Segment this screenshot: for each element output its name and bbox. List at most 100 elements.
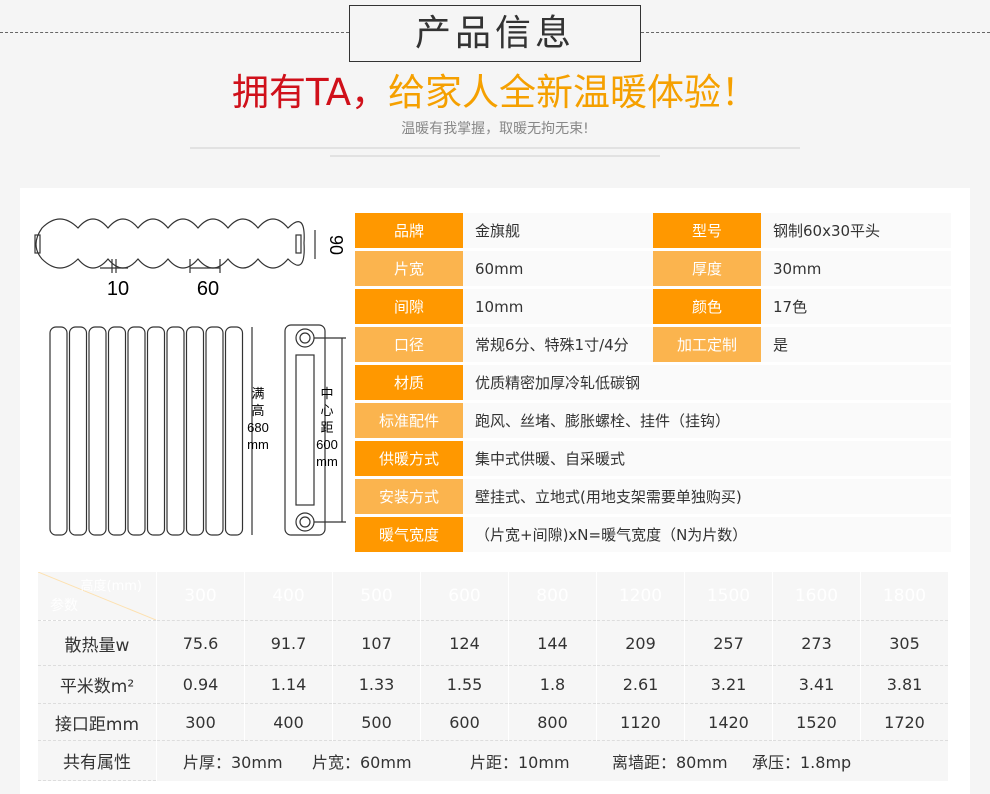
param-row: 接口距mm 300 400 500 600 800 1120 1420 1520 1720 bbox=[38, 703, 949, 741]
param-value: 1120 bbox=[596, 703, 685, 741]
spec-label: 材质 bbox=[355, 365, 463, 400]
common-label: 共有属性 bbox=[38, 740, 157, 781]
spec-label: 型号 bbox=[653, 213, 761, 248]
spec-label: 供暖方式 bbox=[355, 441, 463, 476]
common-attribute: 片宽：60mm bbox=[312, 752, 412, 772]
param-label: 平米数m² bbox=[38, 665, 157, 704]
param-value: 1520 bbox=[772, 703, 861, 741]
param-value: 3.81 bbox=[860, 665, 949, 704]
param-value: 273 bbox=[772, 620, 861, 666]
spec-value: （片宽+间隙)xN=暖气宽度（N为片数） bbox=[463, 517, 951, 552]
spec-label: 片宽 bbox=[355, 251, 463, 286]
depth-dimension: 90 bbox=[326, 235, 346, 255]
height-header: 600 bbox=[420, 572, 509, 621]
param-value: 1.33 bbox=[332, 665, 421, 704]
slogan-orange: 给家人全新温暖体验！ bbox=[388, 71, 759, 114]
param-value: 1720 bbox=[860, 703, 949, 741]
height-header: 1200 bbox=[596, 572, 685, 621]
radiator-column bbox=[185, 326, 205, 536]
height-header: 800 bbox=[508, 572, 597, 621]
param-value: 2.61 bbox=[596, 665, 685, 704]
dimension-label: 心 bbox=[320, 403, 333, 418]
spec-label: 口径 bbox=[355, 327, 463, 362]
dimension-label: 高 bbox=[251, 403, 264, 418]
common-attribute: 承压：1.8mp bbox=[752, 752, 852, 772]
param-value: 800 bbox=[508, 703, 597, 741]
dimension-label: 距 bbox=[320, 420, 333, 435]
spec-label: 暖气宽度 bbox=[355, 517, 463, 552]
spec-row: 间隙 10mm 颜色 17色 bbox=[355, 289, 951, 324]
param-row: 平米数m² 0.94 1.14 1.33 1.55 1.8 2.61 3.21 3.41 3.81 bbox=[38, 665, 949, 704]
spec-value: 钢制60x30平头 bbox=[761, 213, 951, 248]
radiator-column bbox=[127, 326, 146, 536]
spec-row: 暖气宽度 （片宽+间隙)xN=暖气宽度（N为片数） bbox=[355, 517, 951, 552]
dimension-label: mm bbox=[316, 454, 338, 469]
height-header: 400 bbox=[244, 572, 333, 621]
dimension-label: 600 bbox=[316, 437, 338, 452]
radiator-column bbox=[49, 326, 68, 536]
param-value: 1420 bbox=[684, 703, 773, 741]
spec-row: 供暖方式 集中式供暖、自采暖式 bbox=[355, 441, 951, 476]
param-label: 接口距mm bbox=[38, 703, 157, 741]
spec-value: 优质精密加厚冷轧低碳钢 bbox=[463, 365, 951, 400]
radiator-column bbox=[88, 326, 107, 536]
radiator-diagram: 10 60 90 满高 680 mm 中心距 600 mm bbox=[34, 218, 346, 536]
param-value: 1.14 bbox=[244, 665, 333, 704]
param-value: 0.94 bbox=[156, 665, 245, 704]
param-value: 107 bbox=[332, 620, 421, 666]
common-row: 共有属性 片厚：30mm 片宽：60mm 片距：10mm 离墙距：80mm 承压：1.8m… bbox=[38, 740, 949, 781]
height-header: 1500 bbox=[684, 572, 773, 621]
spec-value: 常规6分、特殊1寸/4分 bbox=[463, 327, 653, 362]
spec-value: 60mm bbox=[463, 251, 653, 286]
spec-value: 金旗舰 bbox=[463, 213, 653, 248]
param-value: 1.55 bbox=[420, 665, 509, 704]
spec-row: 标准配件 跑风、丝堵、膨胀螺栓、挂件（挂钩） bbox=[355, 403, 951, 438]
param-row: 散热量w 75.6 91.7 107 124 144 209 257 273 305 bbox=[38, 620, 949, 666]
param-value: 75.6 bbox=[156, 620, 245, 666]
common-attribute: 片厚：30mm bbox=[183, 752, 283, 772]
spec-label: 标准配件 bbox=[355, 403, 463, 438]
param-value: 257 bbox=[684, 620, 773, 666]
divider bbox=[641, 32, 990, 33]
param-value: 3.21 bbox=[684, 665, 773, 704]
param-value: 300 bbox=[156, 703, 245, 741]
spec-label: 品牌 bbox=[355, 213, 463, 248]
common-attribute: 片距：10mm bbox=[470, 752, 570, 772]
spec-label: 安装方式 bbox=[355, 479, 463, 514]
spec-value: 壁挂式、立地式(用地支架需要单独购买) bbox=[463, 479, 951, 514]
param-value: 600 bbox=[420, 703, 509, 741]
radiator-column bbox=[107, 326, 127, 536]
gap-dimension: 10 bbox=[107, 278, 129, 300]
param-value: 144 bbox=[508, 620, 597, 666]
radiator-column bbox=[224, 326, 244, 536]
param-value: 500 bbox=[332, 703, 421, 741]
param-value: 305 bbox=[860, 620, 949, 666]
spec-value: 10mm bbox=[463, 289, 653, 324]
section-title: 产品信息 bbox=[349, 5, 641, 62]
param-value: 1.8 bbox=[508, 665, 597, 704]
spec-row: 安装方式 壁挂式、立地式(用地支架需要单独购买) bbox=[355, 479, 951, 514]
radiator-column bbox=[205, 326, 224, 536]
slogan: 拥有TA，给家人全新温暖体验！ bbox=[0, 68, 990, 118]
spec-row: 品牌 金旗舰 型号 钢制60x30平头 bbox=[355, 213, 951, 248]
param-value: 3.41 bbox=[772, 665, 861, 704]
divider bbox=[0, 32, 349, 33]
height-header: 500 bbox=[332, 572, 421, 621]
spec-value: 是 bbox=[761, 327, 951, 362]
fine-print bbox=[330, 155, 660, 157]
width-dimension: 60 bbox=[197, 278, 219, 300]
corner-bottom: 参数 bbox=[50, 598, 78, 614]
height-header: 1600 bbox=[772, 572, 861, 621]
spec-label: 厚度 bbox=[653, 251, 761, 286]
spec-label: 加工定制 bbox=[653, 327, 761, 362]
fine-print bbox=[190, 147, 800, 149]
corner-header: 高度(mm) 参数 bbox=[38, 572, 157, 621]
spec-value: 集中式供暖、自采暖式 bbox=[463, 441, 951, 476]
param-value: 124 bbox=[420, 620, 509, 666]
param-value: 91.7 bbox=[244, 620, 333, 666]
param-value: 400 bbox=[244, 703, 333, 741]
spec-table: 品牌 金旗舰 型号 钢制60x30平头 片宽 60mm 厚度 30mm 间隙 10mm 颜色 17色口… bbox=[355, 210, 951, 555]
param-value: 209 bbox=[596, 620, 685, 666]
corner-top: 高度(mm) bbox=[80, 579, 142, 594]
slogan-red: 拥有TA， bbox=[231, 71, 389, 114]
